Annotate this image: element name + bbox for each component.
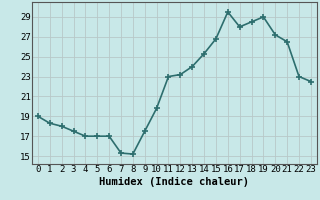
X-axis label: Humidex (Indice chaleur): Humidex (Indice chaleur) bbox=[100, 177, 249, 187]
